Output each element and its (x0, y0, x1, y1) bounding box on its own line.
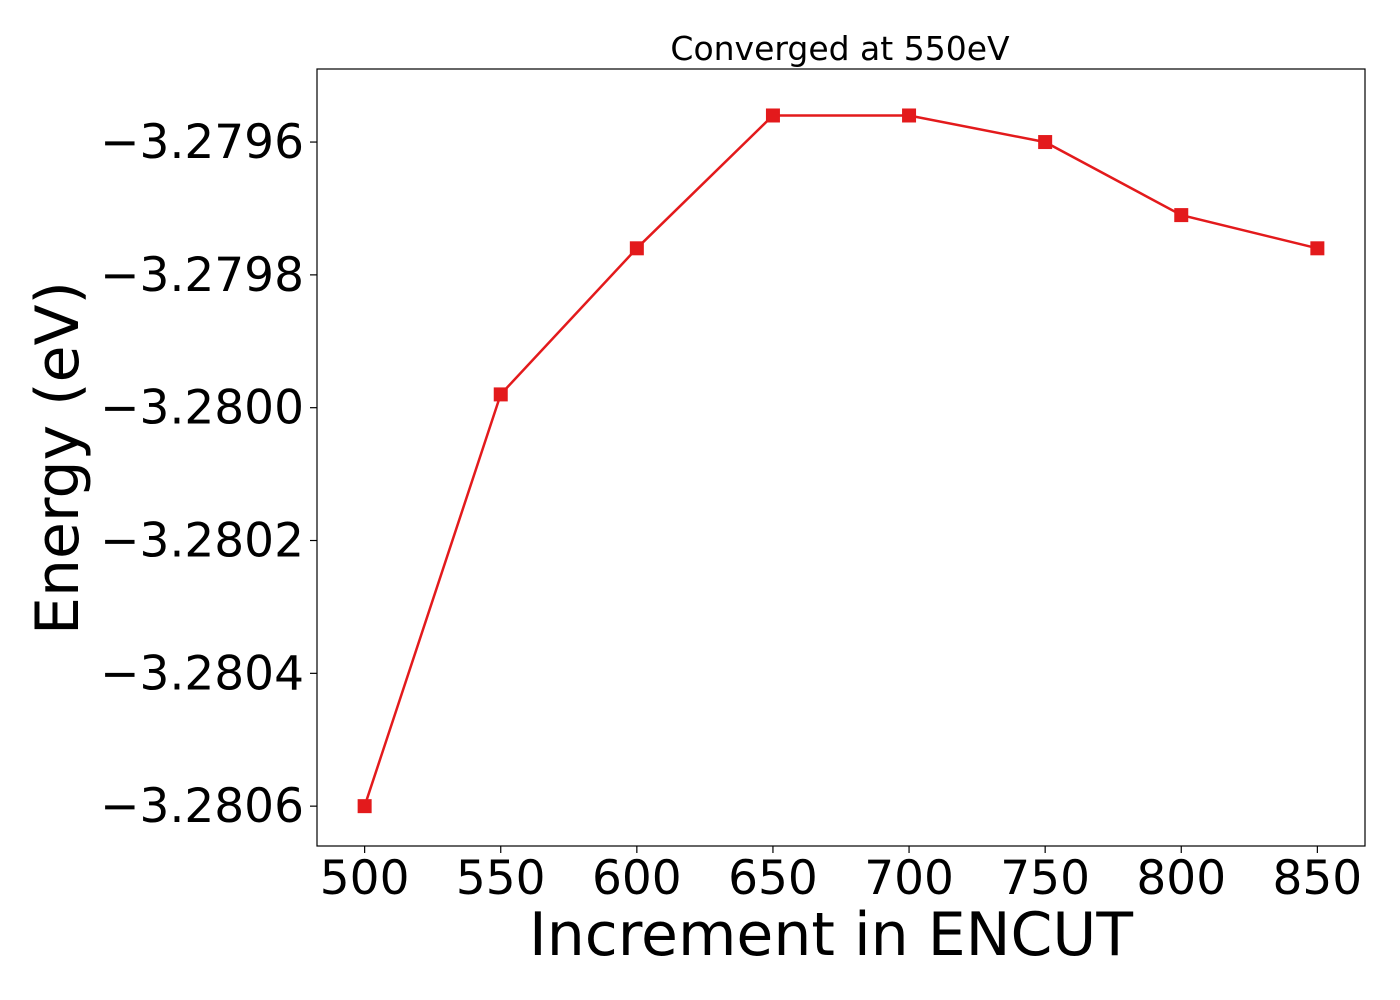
x-tick-label: 850 (1273, 851, 1363, 906)
data-point (1174, 208, 1189, 223)
series-markers (357, 108, 1325, 814)
x-tick-label: 550 (456, 851, 546, 906)
x-tick-label: 600 (592, 851, 682, 906)
data-point (1310, 241, 1325, 256)
y-tick-label: −3.2800 (100, 381, 304, 436)
y-axis-label: Energy (eV) (23, 281, 93, 635)
x-tick-label: 650 (728, 851, 818, 906)
data-point (902, 108, 917, 123)
series-line (363, 114, 1318, 807)
x-tick-label: 500 (320, 851, 410, 906)
y-tick-label: −3.2796 (100, 115, 304, 170)
data-point (357, 799, 372, 814)
data-point (765, 108, 780, 123)
x-axis: 500 550 600 650 700 750 800 850 (320, 846, 1362, 906)
x-tick-label: 700 (864, 851, 954, 906)
y-tick-label: −3.2806 (100, 779, 304, 834)
data-point (629, 241, 644, 256)
plot-area (316, 68, 1366, 847)
chart-title: Converged at 550eV (670, 29, 1010, 68)
x-tick-label: 750 (1000, 851, 1090, 906)
x-axis-label: Increment in ENCUT (529, 900, 1133, 970)
data-point (1038, 135, 1053, 150)
y-tick-label: −3.2802 (100, 514, 304, 569)
y-tick-label: −3.2798 (100, 248, 304, 303)
x-tick-label: 800 (1136, 851, 1226, 906)
y-axis: −3.2806 −3.2804 −3.2802 −3.2800 −3.2798 −3.27… (100, 115, 317, 834)
y-tick-label: −3.2804 (100, 646, 304, 701)
data-point (493, 387, 508, 402)
